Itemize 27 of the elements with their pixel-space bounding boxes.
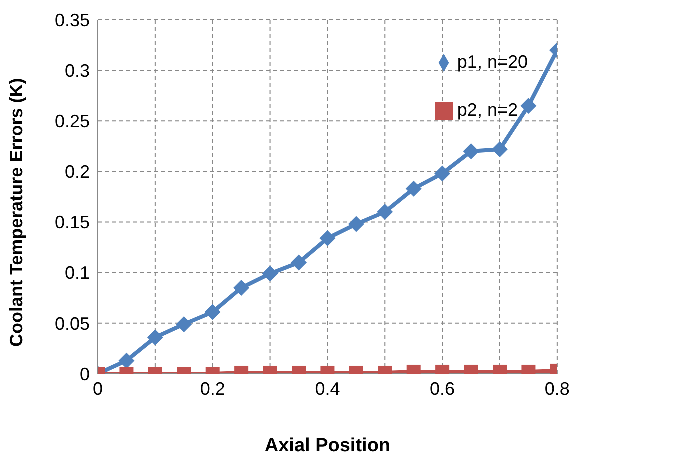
- point: [377, 204, 394, 220]
- y-tick-label: 0: [80, 364, 90, 384]
- point: [492, 141, 508, 158]
- point: [348, 216, 364, 232]
- x-tick-label: 0: [92, 378, 104, 399]
- x-tick-label: 0.8: [544, 378, 570, 399]
- point: [320, 230, 336, 246]
- x-tick-label: 0.2: [200, 378, 226, 399]
- x-tick-label: 0.6: [430, 378, 456, 399]
- y-tick-label: 0.1: [64, 263, 90, 284]
- legend-label: p1, n=20: [457, 52, 528, 72]
- point: [406, 180, 422, 197]
- point: [520, 98, 537, 114]
- y-tick-label: 0.15: [54, 212, 90, 233]
- point: [434, 166, 451, 182]
- y-tick-label: 0.2: [64, 162, 90, 182]
- point: [262, 266, 278, 282]
- point: [290, 254, 307, 271]
- x-axis-title: Axial Position: [264, 435, 391, 456]
- y-axis-title: Coolant Temperature Errors (K): [6, 78, 26, 347]
- y-tick-label: 0.35: [54, 10, 90, 30]
- y-tick-label: 0.3: [64, 60, 90, 81]
- x-tick-label: 0.4: [315, 378, 340, 399]
- point: [463, 143, 480, 160]
- y-tick-label: 0.05: [54, 314, 90, 334]
- legend-label: p2, n=2: [457, 100, 518, 120]
- y-tick-label: 0.25: [54, 112, 90, 132]
